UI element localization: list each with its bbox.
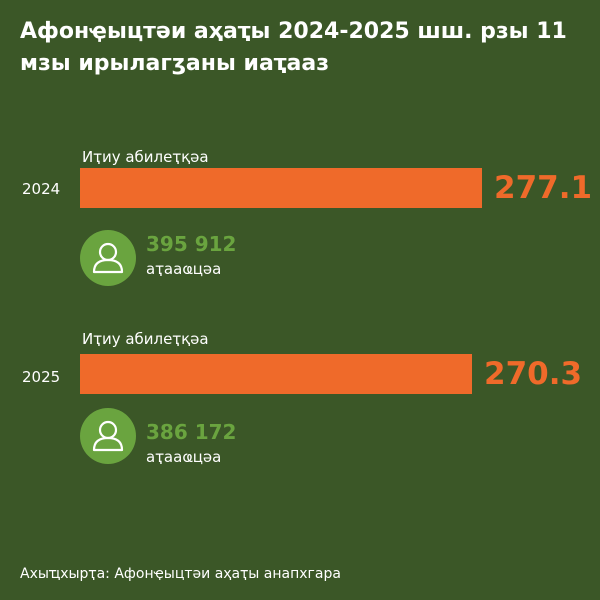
person-icon (80, 230, 136, 286)
source-note: Ахыҵхырҭа: Афонҿыцтәи аҳаҭы анапхгара (20, 566, 341, 582)
visitor-label: аҭааҩцәа (146, 448, 222, 466)
visitor-count: 386 172 (146, 420, 237, 444)
chart-title: Афонҿыцтәи аҳаҭы 2024-2025 шш. рзы 11 мз… (20, 19, 567, 76)
person-icon (80, 408, 136, 464)
bar-series-label: Иҭиу абилеҭқәа (82, 330, 209, 348)
bar-value-label: 277.1 (494, 170, 593, 206)
bar-2024 (80, 168, 482, 208)
category-label: 2024 (22, 180, 61, 198)
year-group-2024: Иҭиу абилеҭқәа 2024 277.1 395 912 аҭааҩц… (0, 148, 600, 328)
bar-series-label: Иҭиу абилеҭқәа (82, 148, 209, 166)
visitor-count: 395 912 (146, 232, 237, 256)
year-group-2025: Иҭиу абилеҭқәа 2025 270.3 386 172 аҭааҩц… (0, 330, 600, 510)
category-label: 2025 (22, 368, 61, 386)
bar-value-label: 270.3 (484, 356, 583, 392)
bar-2025 (80, 354, 472, 394)
visitor-label: аҭааҩцәа (146, 260, 222, 278)
